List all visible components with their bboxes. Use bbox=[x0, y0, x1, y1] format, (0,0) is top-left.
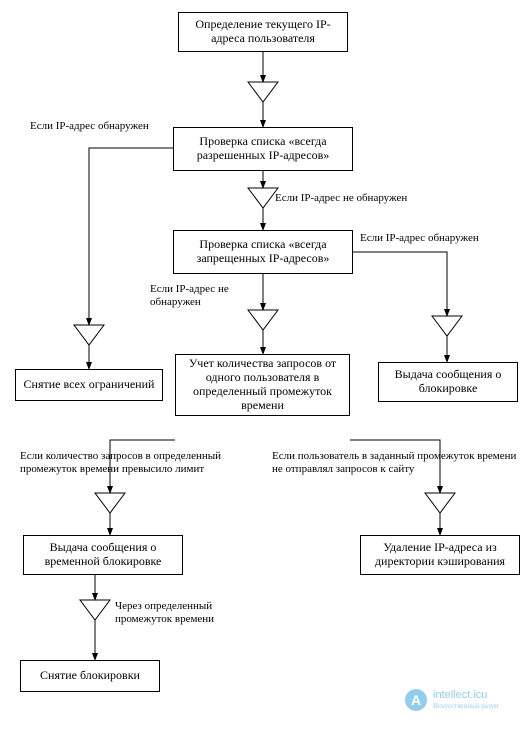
edge-label-text: Если IP-адрес обнаружен bbox=[30, 120, 149, 132]
watermark-logo-icon: A bbox=[405, 689, 427, 711]
flowchart-node: Проверка списка «всегда разрешенных IP-а… bbox=[173, 127, 353, 171]
edge-label-text: Если количество запросов в определенный … bbox=[20, 450, 221, 475]
edge-label-text: Если IP-адрес не обнаружен bbox=[275, 192, 407, 204]
flowchart-node: Учет количества запросов от одного польз… bbox=[175, 354, 350, 416]
decision-triangle-icon bbox=[425, 493, 455, 513]
edge-label: Через определенный промежуток времени bbox=[115, 600, 255, 625]
node-label: Удаление IP-адреса из директории кэширов… bbox=[365, 541, 515, 569]
node-label: Проверка списка «всегда разрешенных IP-а… bbox=[178, 135, 348, 163]
decision-triangle-icon bbox=[248, 188, 278, 208]
flowchart-arrow bbox=[353, 252, 447, 316]
node-label: Выдача сообщения о блокировке bbox=[383, 368, 513, 396]
decision-triangle-icon bbox=[74, 325, 104, 345]
edge-label-text: Если IP-адрес обнаружен bbox=[360, 232, 479, 244]
node-label: Проверка списка «всегда запрещенных IP-а… bbox=[178, 238, 348, 266]
edge-label: Если IP-адрес не обнаружен bbox=[150, 283, 255, 308]
flowchart-node: Снятие блокировки bbox=[20, 660, 160, 692]
watermark-text-block: intellect.icu Искусственный разум bbox=[433, 690, 498, 710]
edge-label-text: Если пользователь в заданный промежуток … bbox=[272, 450, 516, 475]
decision-triangle-icon bbox=[432, 316, 462, 336]
watermark-subtitle: Искусственный разум bbox=[433, 702, 498, 710]
watermark-title: intellect.icu bbox=[433, 690, 498, 702]
edge-label: Если IP-адрес обнаружен bbox=[360, 232, 520, 245]
decision-triangle-icon bbox=[80, 600, 110, 620]
edge-label-text: Если IP-адрес не обнаружен bbox=[150, 283, 229, 308]
flowchart-node: Удаление IP-адреса из директории кэширов… bbox=[360, 535, 520, 575]
node-label: Снятие всех ограничений bbox=[24, 378, 155, 392]
edge-label: Если IP-адрес обнаружен bbox=[30, 120, 175, 133]
edge-label: Если IP-адрес не обнаружен bbox=[275, 192, 445, 205]
node-label: Определение текущего IP-адреса пользоват… bbox=[183, 18, 343, 46]
node-label: Снятие блокировки bbox=[40, 669, 140, 683]
decision-triangle-icon bbox=[248, 82, 278, 102]
watermark: A intellect.icu Искусственный разум bbox=[405, 689, 498, 711]
decision-triangle-icon bbox=[248, 310, 278, 330]
edge-label: Если количество запросов в определенный … bbox=[20, 450, 270, 475]
edge-label: Если пользователь в заданный промежуток … bbox=[272, 450, 527, 475]
flowchart-node: Определение текущего IP-адреса пользоват… bbox=[178, 12, 348, 52]
flowchart-node: Проверка списка «всегда запрещенных IP-а… bbox=[173, 230, 353, 274]
edge-label-text: Через определенный промежуток времени bbox=[115, 600, 214, 625]
decision-triangle-icon bbox=[95, 493, 125, 513]
flowchart-node: Выдача сообщения о блокировке bbox=[378, 362, 518, 402]
watermark-logo-letter: A bbox=[411, 692, 421, 708]
node-label: Учет количества запросов от одного польз… bbox=[180, 357, 345, 412]
node-label: Выдача сообщения о временной блокировке bbox=[28, 541, 178, 569]
flowchart-node: Снятие всех ограничений bbox=[15, 369, 163, 401]
flowchart-node: Выдача сообщения о временной блокировке bbox=[23, 535, 183, 575]
